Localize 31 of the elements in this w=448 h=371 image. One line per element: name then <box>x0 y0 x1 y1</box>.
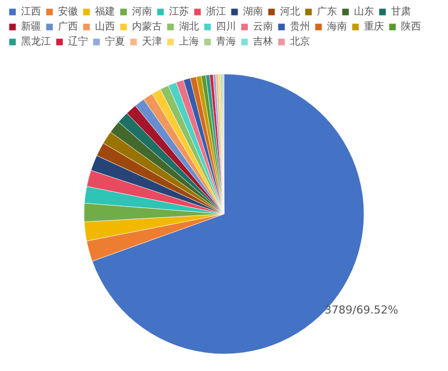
legend-label: 天津 <box>142 36 162 48</box>
legend-label: 四川 <box>216 20 236 33</box>
legend-label: 吉林 <box>253 36 273 48</box>
data-label: 3789/69.52% <box>324 304 398 317</box>
legend-label: 湖南 <box>243 6 263 18</box>
legend-label: 宁夏 <box>105 36 125 48</box>
legend-label: 山西 <box>95 20 115 33</box>
legend-label: 江西 <box>21 6 41 18</box>
legend-label: 福建 <box>95 6 115 18</box>
legend-label: 广西 <box>58 20 78 33</box>
legend-label: 黑龙江 <box>21 36 51 48</box>
legend-label: 北京 <box>290 36 310 48</box>
legend-label: 浙江 <box>206 6 226 18</box>
legend-label: 新疆 <box>21 20 41 33</box>
legend-label: 内蒙古 <box>132 20 162 33</box>
legend-label: 辽宁 <box>68 36 88 48</box>
legend-label: 海南 <box>327 20 347 33</box>
legend-label: 重庆 <box>364 20 384 33</box>
legend-label: 上海 <box>179 36 199 48</box>
legend-label: 安徽 <box>58 6 78 18</box>
legend-label: 陕西 <box>401 20 421 33</box>
legend-label: 湖北 <box>179 20 199 33</box>
legend-label: 山东 <box>354 6 374 18</box>
legend-label: 河北 <box>280 6 300 18</box>
legend-label: 广东 <box>317 6 337 18</box>
legend-label: 青海 <box>216 36 236 48</box>
legend-label: 云南 <box>253 20 273 33</box>
legend-label: 甘肃 <box>391 6 411 18</box>
legend-label: 河南 <box>132 6 152 18</box>
legend-label: 江苏 <box>169 6 189 18</box>
legend-label: 贵州 <box>290 20 310 33</box>
